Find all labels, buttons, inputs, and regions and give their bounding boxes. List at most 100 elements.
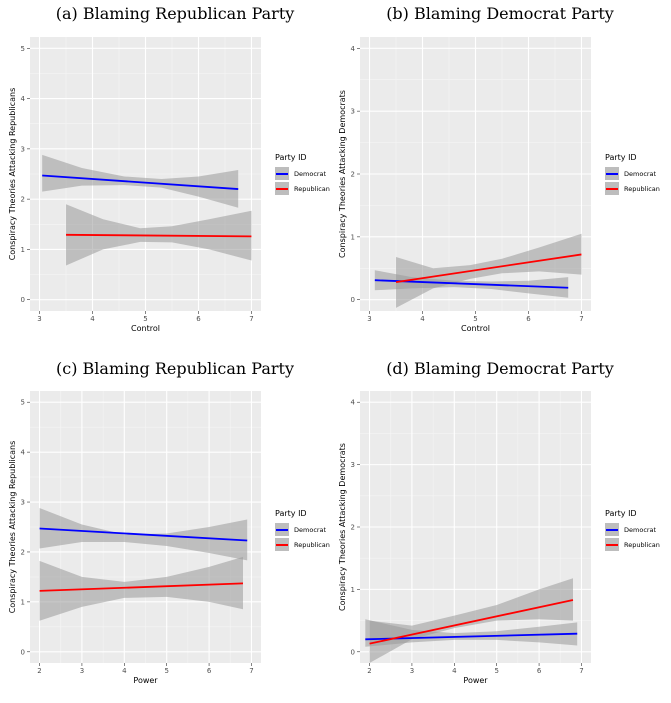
legend-key-republican (275, 182, 289, 195)
legend-label-republican: Republican (294, 540, 330, 549)
panel-b-title: (b) Blaming Democrat Party (386, 4, 614, 23)
y-tick-label: 1 (21, 598, 25, 606)
series-line-republican (39, 582, 244, 592)
x-tick-label: 4 (122, 667, 127, 675)
legend-key-democrat (605, 523, 619, 536)
panel-c-title: (c) Blaming Republican Party (56, 359, 294, 378)
legend-label-democrat: Democrat (294, 169, 327, 178)
x-tick-label: 5 (494, 667, 498, 675)
y-axis-title: Conspiracy Theories Attacking Republican… (8, 88, 17, 261)
x-tick-label: 3 (80, 667, 84, 675)
x-tick-label: 2 (37, 667, 41, 675)
legend-key-democrat (605, 167, 619, 180)
x-tick-label: 6 (207, 667, 212, 675)
y-tick-label: 1 (21, 246, 25, 254)
series-line-republican (395, 253, 582, 283)
legend-label-democrat: Democrat (294, 525, 327, 534)
legend-key-democrat (275, 167, 289, 180)
y-tick-label: 0 (351, 648, 355, 656)
y-tick-label: 3 (351, 461, 355, 469)
legend-label-republican: Republican (294, 184, 330, 193)
legend-label-republican: Republican (624, 184, 660, 193)
chart-b: 3 4 5 6 7 0 1 2 3 4 Control Conspiracy Theories Att… (338, 37, 591, 333)
series-line-republican (66, 233, 252, 238)
y-tick-label: 4 (351, 45, 356, 53)
legend-title: Party ID (605, 509, 637, 518)
x-axis-title: Power (133, 676, 158, 685)
panel-d-title: (d) Blaming Democrat Party (386, 359, 614, 378)
legend-d: Party ID Democrat Republican (605, 509, 660, 552)
legend-title: Party ID (275, 509, 307, 518)
y-tick-label: 5 (21, 399, 25, 407)
legend-item-democrat: Democrat (605, 522, 660, 537)
x-tick-label: 7 (579, 315, 583, 323)
legend-label-republican: Republican (624, 540, 660, 549)
x-axis-title: Power (463, 676, 488, 685)
legend-item-democrat: Democrat (605, 166, 660, 181)
x-tick-label: 4 (452, 667, 457, 675)
series-line-democrat (42, 174, 239, 190)
y-tick-label: 3 (21, 499, 25, 507)
chart-d: 2 3 4 5 6 7 0 1 2 3 4 Power Conspiracy Theories Atta… (338, 391, 591, 685)
confidence-band-democrat (42, 154, 239, 208)
x-tick-label: 5 (164, 667, 168, 675)
legend-title: Party ID (605, 153, 637, 162)
legend-key-republican (275, 538, 289, 551)
y-tick-label: 1 (351, 586, 355, 594)
confidence-band-republican (39, 556, 243, 621)
legend-key-republican (605, 182, 619, 195)
series-line-democrat (39, 527, 248, 542)
legend-item-republican: Republican (605, 537, 660, 552)
legend-title: Party ID (275, 153, 307, 162)
x-tick-label: 7 (579, 667, 583, 675)
y-axis-title: Conspiracy Theories Attacking Democrats (338, 443, 347, 611)
x-tick-label: 7 (249, 315, 253, 323)
y-tick-label: 4 (21, 449, 26, 457)
y-tick-label: 3 (351, 108, 355, 116)
y-tick-label: 4 (351, 399, 356, 407)
panel-a-title: (a) Blaming Republican Party (55, 4, 295, 23)
legend-item-democrat: Democrat (275, 522, 330, 537)
confidence-band-republican (369, 578, 573, 663)
series-line-democrat (365, 632, 578, 641)
x-tick-label: 4 (420, 315, 425, 323)
y-tick-label: 3 (21, 145, 25, 153)
x-tick-label: 5 (473, 315, 477, 323)
y-tick-label: 2 (21, 548, 25, 556)
legend-key-republican (605, 538, 619, 551)
x-tick-label: 5 (143, 315, 147, 323)
x-tick-label: 7 (249, 667, 253, 675)
x-tick-label: 3 (367, 315, 371, 323)
x-tick-label: 2 (367, 667, 371, 675)
series-line-republican (369, 599, 574, 645)
x-axis-title: Control (461, 324, 490, 333)
x-tick-label: 3 (37, 315, 41, 323)
y-tick-label: 5 (21, 45, 25, 53)
y-tick-label: 0 (21, 648, 25, 656)
legend-label-democrat: Democrat (624, 525, 657, 534)
chart-c: 2 3 4 5 6 7 0 1 2 3 4 5 Power Conspiracy Theories Att… (8, 391, 261, 685)
confidence-band-republican (396, 233, 582, 308)
legend-a: Party ID Democrat Republican (275, 153, 330, 196)
x-tick-label: 3 (410, 667, 414, 675)
confidence-band-democrat (365, 619, 578, 647)
y-tick-label: 1 (351, 233, 355, 241)
y-axis-title: Conspiracy Theories Attacking Democrats (338, 90, 347, 258)
series-line-democrat (374, 279, 569, 289)
y-tick-label: 2 (21, 196, 25, 204)
y-tick-label: 2 (351, 171, 355, 179)
x-axis-title: Control (131, 324, 160, 333)
legend-item-democrat: Democrat (275, 166, 330, 181)
y-tick-label: 0 (21, 296, 25, 304)
x-tick-label: 4 (90, 315, 95, 323)
x-tick-label: 6 (537, 667, 542, 675)
legend-label-democrat: Democrat (624, 169, 657, 178)
x-tick-label: 6 (196, 315, 201, 323)
y-tick-label: 0 (351, 296, 355, 304)
y-tick-label: 4 (21, 95, 26, 103)
x-tick-label: 6 (526, 315, 531, 323)
y-tick-label: 2 (351, 524, 355, 532)
legend-key-democrat (275, 523, 289, 536)
legend-c: Party ID Democrat Republican (275, 509, 330, 552)
